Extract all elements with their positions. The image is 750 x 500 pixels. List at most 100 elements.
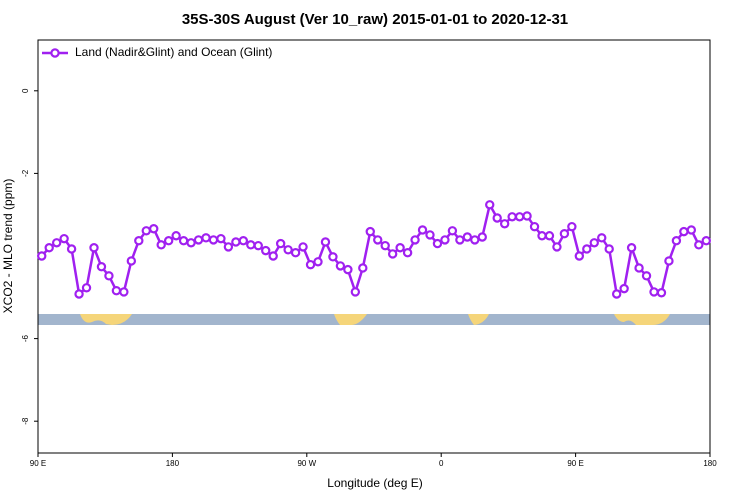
data-point [477,232,487,242]
x-tick-label: 180 [166,459,180,468]
data-point [335,261,346,271]
data-point [485,200,495,210]
x-tick-label: 0 [439,459,444,468]
data-point [231,237,241,247]
data-point [283,245,293,255]
data-point [387,249,398,259]
data-point [149,224,159,234]
data-point [298,242,308,252]
data-point [81,283,92,293]
y-axis-label: XCO2 - MLO trend (ppm) [1,179,15,314]
data-point [492,213,502,223]
data-point [686,225,697,235]
y-tick-label: -8 [21,417,30,425]
data-point [626,243,637,253]
data-point [201,233,211,243]
data-point [51,238,62,248]
data-point [604,244,614,254]
data-point [641,271,652,281]
data-point [544,231,555,241]
data-point [268,251,278,261]
data-point [44,243,54,253]
data-point [216,233,226,244]
data-point [74,289,84,299]
legend-label: Land (Nadir&Glint) and Ocean (Glint) [75,45,272,59]
data-point [104,271,114,281]
data-point [559,228,570,239]
data-point [462,232,473,242]
data-point [126,256,137,266]
data-point [290,247,301,258]
data-point [656,288,667,298]
data-point [37,251,47,261]
data-point [552,242,562,252]
x-tick-label: 90 E [567,459,583,468]
data-point [163,236,174,246]
chart-title: 35S-30S August (Ver 10_raw) 2015-01-01 t… [182,11,568,28]
x-tick-label: 180 [703,459,717,468]
data-point [529,221,540,232]
data-point [96,262,107,272]
data-point [455,235,465,245]
data-point [470,235,480,245]
data-point [365,226,375,237]
data-point [134,236,144,246]
data-point [313,257,323,267]
data-point [178,236,189,246]
data-point [537,231,547,241]
data-point [246,240,256,250]
data-point [499,219,510,229]
data-point [634,263,644,273]
data-point [611,289,622,299]
data-point [649,287,659,297]
data-point [567,221,577,232]
data-point [275,238,286,249]
x-tick-label: 90 W [297,459,316,468]
data-point [582,244,592,254]
data-point [223,242,234,252]
data-point [261,245,271,256]
data-point [417,225,428,235]
data-point [320,237,331,247]
y-tick-label: -6 [21,334,30,342]
data-point [171,231,181,241]
data-point [141,226,151,236]
y-tick-label: -2 [21,169,30,177]
data-point [111,285,122,296]
data-point [380,240,390,251]
data-point [410,235,420,245]
data-point [395,243,405,253]
data-point [238,236,249,246]
data-point [507,212,517,222]
data-point [574,251,585,261]
data-point [186,238,196,248]
y-tick-label: 0 [21,88,30,93]
data-point [343,264,353,275]
data-point [671,236,682,246]
data-point [447,226,458,236]
data-point [208,235,219,245]
data-point [373,235,383,245]
data-point [432,238,443,249]
data-point [402,247,413,258]
data-point [350,287,361,297]
legend-marker [50,48,60,58]
data-point [522,211,532,221]
data-point [701,236,711,246]
x-axis-label: Longitude (deg E) [327,476,422,490]
data-point [253,240,263,251]
data-point [66,244,77,254]
data-point [597,233,607,243]
land-strip [38,314,710,325]
x-tick-label: 90 E [30,459,46,468]
data-point [193,235,204,245]
plot-frame [37,39,711,454]
data-point [89,243,99,253]
data-point [694,240,704,250]
data-point [679,226,689,237]
data-point [59,233,69,244]
data-point [156,240,166,250]
data-point [425,230,435,240]
data-point [305,259,316,270]
